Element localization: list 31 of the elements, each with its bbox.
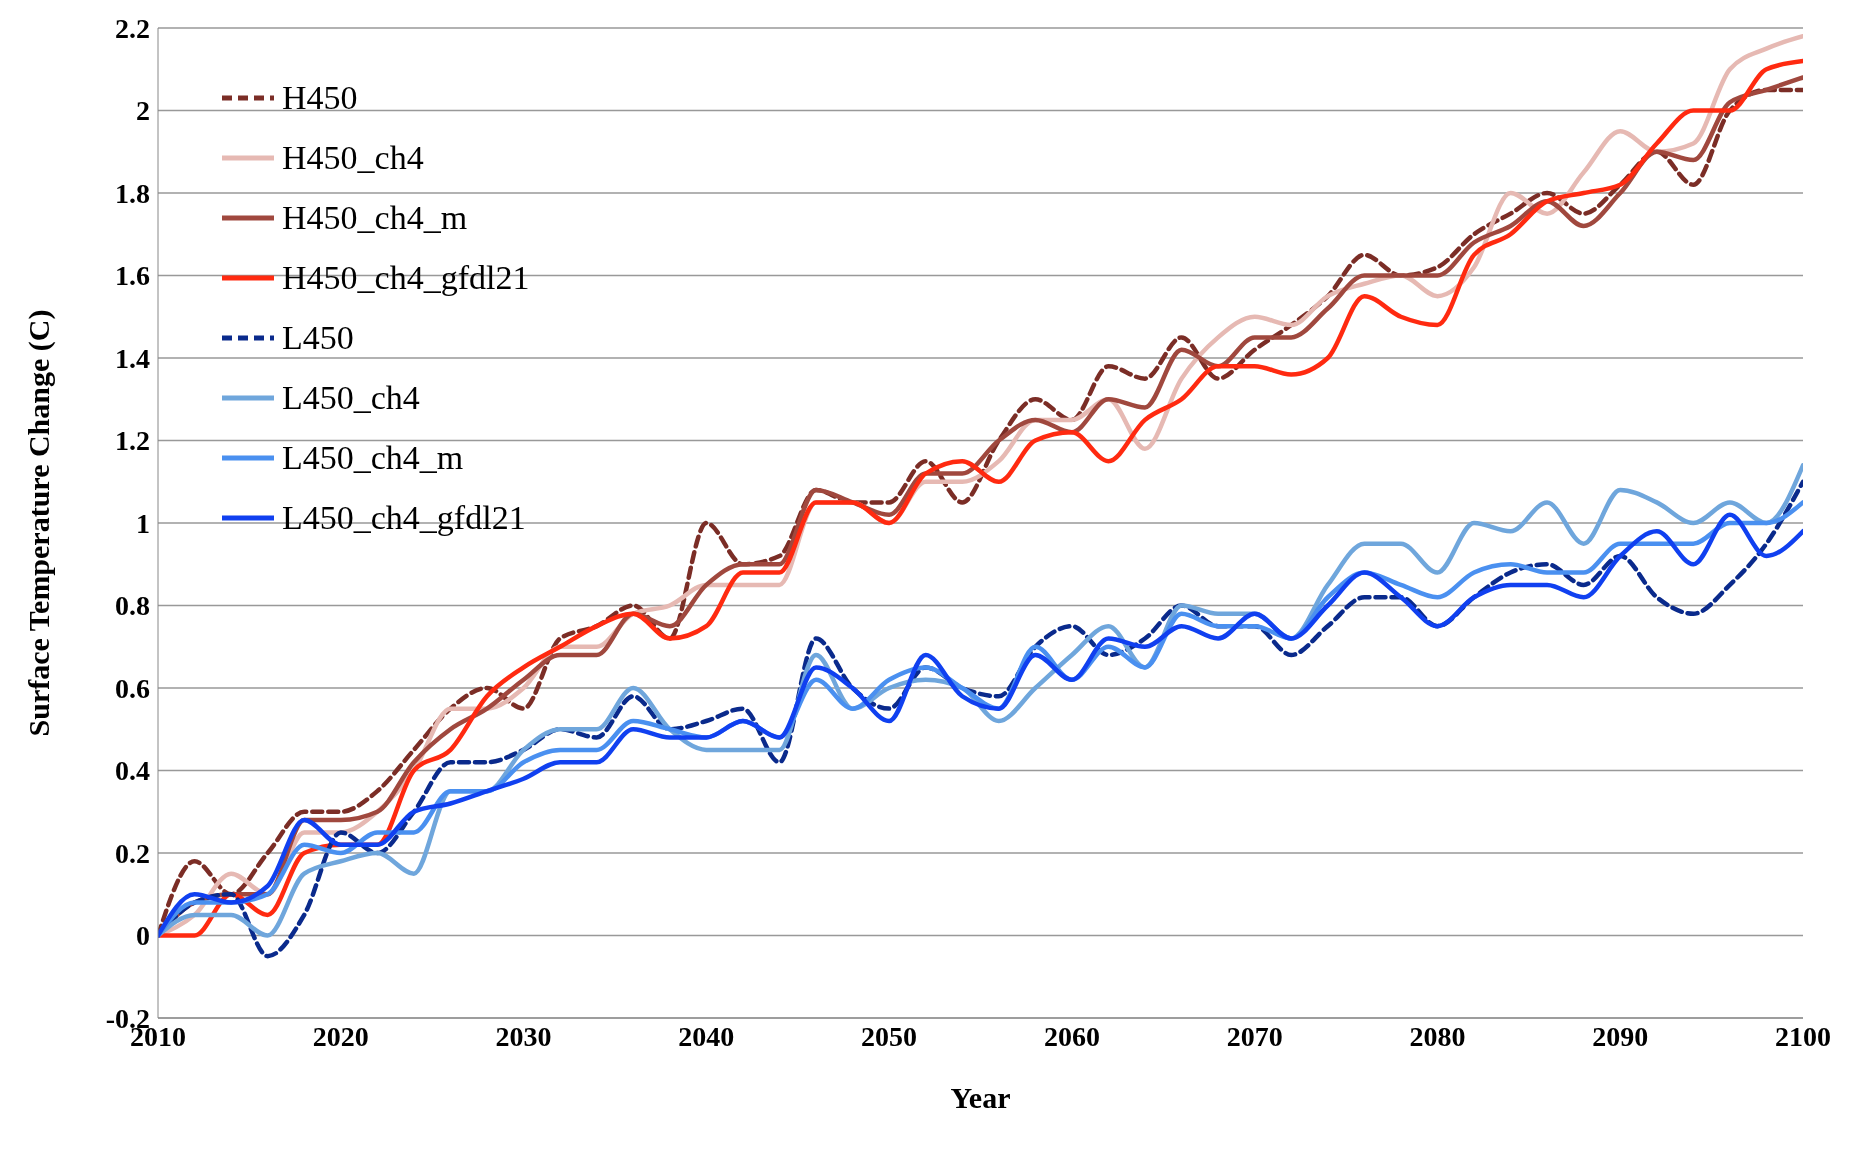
- x-tick-label: 2050: [861, 1020, 918, 1052]
- y-tick-label: 2.2: [115, 12, 150, 44]
- y-tick-label: 1.4: [115, 342, 150, 374]
- y-tick-label: 1.8: [115, 177, 150, 209]
- legend-label: H450_ch4_gfdl21: [282, 259, 530, 297]
- y-tick-label: 0.8: [115, 590, 150, 622]
- legend-label: L450_ch4_m: [282, 439, 464, 477]
- y-tick-label: 1.6: [115, 260, 150, 292]
- y-tick-label: 1: [136, 507, 150, 539]
- y-tick-label: 1.2: [115, 425, 150, 457]
- legend-label: L450: [282, 319, 354, 357]
- legend-label: L450_ch4: [282, 379, 420, 417]
- x-axis-title: Year: [950, 1081, 1011, 1114]
- x-tick-label: 2100: [1775, 1020, 1831, 1052]
- y-tick-label: 0.2: [115, 837, 150, 869]
- legend-label: H450_ch4_m: [282, 199, 468, 237]
- x-tick-label: 2040: [678, 1020, 735, 1052]
- y-tick-label: 0.4: [115, 755, 150, 787]
- y-tick-label: 0: [136, 920, 150, 952]
- x-tick-label: 2060: [1043, 1020, 1100, 1052]
- x-tick-label: 2090: [1592, 1020, 1649, 1052]
- y-tick-label: 2: [136, 95, 150, 127]
- legend-label: L450_ch4_gfdl21: [282, 499, 526, 537]
- y-axis-title: Surface Temperature Change (C): [21, 309, 56, 737]
- y-tick-label: 0.6: [115, 672, 150, 704]
- x-tick-label: 2030: [495, 1020, 552, 1052]
- legend-label: H450: [282, 79, 358, 117]
- x-tick-label: 2020: [312, 1020, 369, 1052]
- x-tick-label: 2080: [1409, 1020, 1466, 1052]
- x-tick-label: 2070: [1226, 1020, 1283, 1052]
- legend-label: H450_ch4: [282, 139, 424, 177]
